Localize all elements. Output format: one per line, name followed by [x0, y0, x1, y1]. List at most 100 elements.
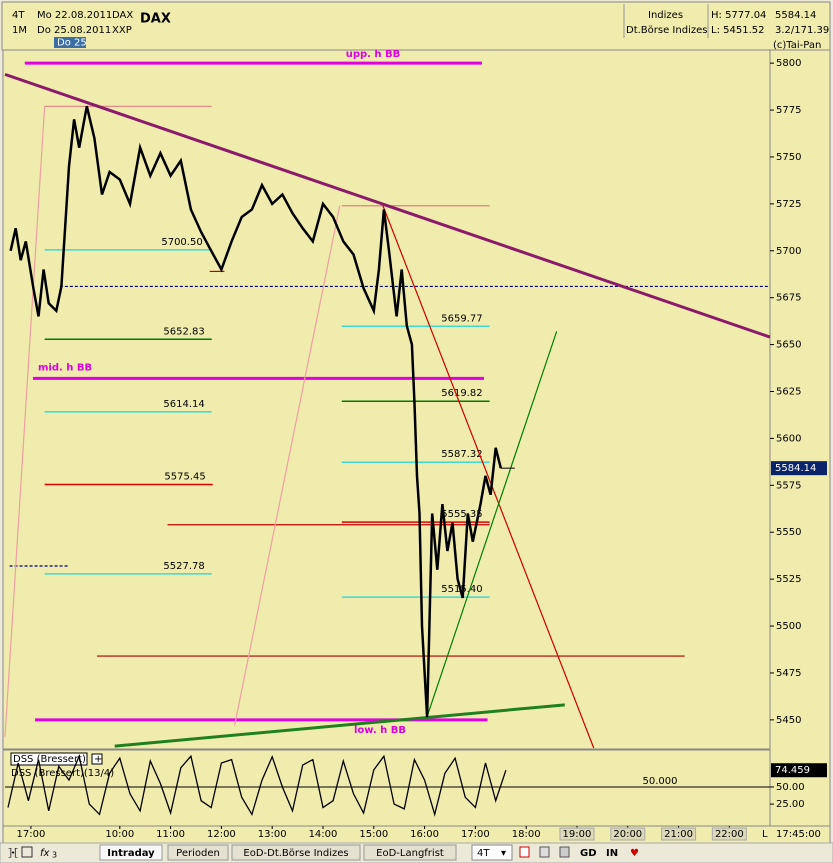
- trendline: [114, 703, 565, 748]
- toolbar-items: ⯘ fx 3: [8, 846, 57, 860]
- y-tick-label: 25.00: [776, 799, 805, 810]
- x-tick-label: 15:00: [359, 829, 388, 840]
- x-tick-label: 22:00: [715, 829, 744, 840]
- oscillator-panel: [2, 749, 771, 827]
- y-tick-label: 5775: [776, 105, 801, 116]
- symbol: DAX: [112, 10, 133, 21]
- copyright: (c)Tai-Pan: [773, 40, 821, 51]
- tool-icon[interactable]: ⯘: [8, 848, 18, 859]
- x-tick-label: 11:00: [156, 829, 185, 840]
- tab-label: EoD-Langfrist: [376, 848, 444, 859]
- band-label: low. h BB: [354, 725, 406, 736]
- trendline: [234, 205, 341, 726]
- level-label: 5619.82: [441, 388, 482, 399]
- last-price-label: 5584.14: [775, 463, 816, 474]
- x-tick-box: [661, 827, 697, 841]
- exchange: XXP: [112, 25, 132, 36]
- count: 3: [52, 851, 57, 860]
- trendline: [382, 205, 595, 749]
- band-label: upp. h BB: [346, 49, 401, 60]
- y-tick-label: 5600: [776, 433, 801, 444]
- group: Indizes: [648, 10, 683, 21]
- chart-title: DAX: [140, 12, 171, 27]
- y-tick-label: 5750: [776, 152, 801, 163]
- add-button[interactable]: [91, 753, 103, 765]
- tab[interactable]: [167, 844, 229, 861]
- x-tick-label: 14:00: [309, 829, 338, 840]
- y-tick-label: 5500: [776, 621, 801, 632]
- plus-icon: +: [94, 754, 102, 765]
- last-price: 5584.14: [775, 10, 816, 21]
- price-line: [9, 105, 503, 718]
- toolbar-button[interactable]: IN: [606, 848, 618, 859]
- x-tick-label: 20:00: [613, 829, 642, 840]
- y-tick-label: 5575: [776, 480, 801, 491]
- dropdown-arrow: ▾: [501, 848, 506, 859]
- toolbar-button[interactable]: GD: [580, 848, 597, 859]
- level-label: 5652.83: [163, 326, 204, 337]
- tool-icon[interactable]: fx: [40, 848, 50, 859]
- y-tick-label: 5450: [776, 715, 801, 726]
- y-tick-label: 5475: [776, 668, 801, 679]
- oscillator-value-box: [771, 763, 827, 778]
- interval: 4T: [12, 10, 25, 21]
- trendline: [4, 106, 46, 737]
- y-tick-label: 5725: [776, 199, 801, 210]
- trendline: [4, 72, 771, 339]
- tool-icon[interactable]: ♥: [630, 848, 639, 859]
- x-tick-label: 13:00: [258, 829, 287, 840]
- level-label: 5659.77: [441, 313, 482, 324]
- trendline: [426, 331, 558, 719]
- tabs: Intraday Perioden EoD-Dt.Börse Indizes EoD-…: [99, 844, 457, 861]
- y-tick-label: 5550: [776, 527, 801, 538]
- level-label: 5614.14: [163, 399, 204, 410]
- y-tick-label: 5625: [776, 386, 801, 397]
- marker: Do 25: [57, 38, 87, 49]
- level-label: 5587.32: [441, 449, 482, 460]
- scale-mode: L: [762, 829, 768, 840]
- x-tick-box: [559, 827, 595, 841]
- y-tick-label: 5675: [776, 293, 801, 304]
- tab[interactable]: [231, 844, 361, 861]
- level-label: 5555.35: [441, 509, 482, 520]
- level-label: 5575.45: [164, 471, 205, 482]
- high: H: 5777.04: [711, 10, 766, 21]
- oscillator-title: DSS (Bressert)(13/4): [11, 768, 114, 779]
- y-tick-label: 5800: [776, 58, 801, 69]
- tool-icon[interactable]: [519, 846, 530, 858]
- interval-select[interactable]: [471, 844, 513, 861]
- legend: DSS (Bressert): [13, 754, 86, 765]
- band-label: mid. h BB: [38, 362, 92, 373]
- x-tick-label: 16:00: [410, 829, 439, 840]
- price-axis-bg: [769, 49, 831, 827]
- x-tick-label: 10:00: [105, 829, 134, 840]
- low: L: 5451.52: [711, 25, 764, 36]
- market: Dt.Börse Indizes: [626, 25, 707, 36]
- change: 3.2/171.39: [775, 25, 829, 36]
- tab[interactable]: [363, 844, 457, 861]
- x-tick-label: 19:00: [563, 829, 592, 840]
- y-tick-label: 5700: [776, 246, 801, 257]
- level-label: 5527.78: [163, 561, 204, 572]
- last-price-box: [771, 461, 827, 476]
- level-label: 5515.40: [441, 584, 482, 595]
- x-tick-label: 17:00: [16, 829, 45, 840]
- tab-label: EoD-Dt.Börse Indizes: [243, 848, 348, 859]
- tool-icon[interactable]: [21, 846, 33, 858]
- tab-label: Intraday: [107, 848, 155, 859]
- interval-value: 4T: [477, 848, 490, 859]
- level-label: 5700.50: [161, 237, 202, 248]
- tool-icon[interactable]: [539, 846, 550, 858]
- reference-label: 50.000: [643, 776, 678, 787]
- header-bg: [1, 1, 831, 51]
- tool-icon[interactable]: [559, 846, 570, 858]
- y-tick-label: 5525: [776, 574, 801, 585]
- price-panel: [2, 49, 771, 750]
- tab[interactable]: [99, 844, 163, 861]
- period: 1M: [12, 25, 27, 36]
- price-line: [7, 754, 507, 817]
- x-tick-label: 21:00: [664, 829, 693, 840]
- oscillator-value: 74.459: [775, 765, 810, 776]
